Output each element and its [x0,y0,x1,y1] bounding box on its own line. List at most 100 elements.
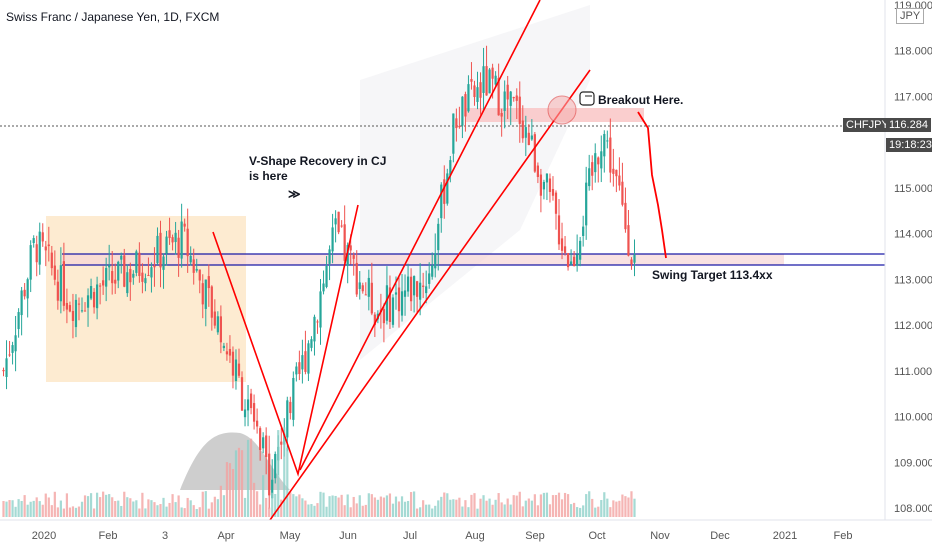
candle-body [506,84,509,100]
volume-bar [597,506,600,517]
volume-bar [304,500,307,517]
volume-bar [527,498,530,517]
candle-body [17,312,20,330]
candle-body [280,441,283,445]
volume-bar [624,496,627,517]
candle-body [129,268,132,283]
volume-bar [551,495,555,517]
volume-bar [591,498,594,517]
volume-bar [216,499,219,517]
candle-body [524,127,527,138]
volume-bar [144,508,147,517]
candle-body [579,240,582,260]
candle-body [310,339,313,348]
currency-badge[interactable]: JPY [896,8,925,24]
volume-bar [379,496,382,517]
candle-body [252,403,256,422]
volume-bar [102,491,105,517]
candle-body [615,169,618,177]
candle-body [246,399,250,411]
volume-bar [603,492,606,517]
volume-bar [364,504,367,517]
v-shape-line [212,204,359,477]
volume-bar [319,491,322,517]
volume-bar [150,500,153,517]
volume-bar [162,497,165,517]
volume-bar [416,508,419,517]
volume-bar [633,498,636,517]
volume-bar [563,492,567,517]
candle-body [482,66,485,93]
candle-body [259,428,262,451]
volume-bar [485,500,488,517]
candle-body [249,393,253,409]
candle-body [132,273,135,278]
volume-bar [62,508,65,517]
candle-body [8,354,11,356]
volume-bar [612,500,615,517]
x-axis[interactable]: 2020 Feb 3 Apr May Jun Jul Aug Sep Oct Nov Dec 2021 F… [32,530,853,542]
y-tick-label: 113.000 [894,274,932,286]
volume-bar [268,507,271,517]
volume-bar [65,493,69,517]
volume-bar [322,492,325,517]
candle-body [437,223,440,251]
candle-body [467,84,470,112]
candle-body [162,256,165,270]
candle-body [35,244,38,263]
candle-body [189,255,192,263]
candle-body [458,126,461,128]
candle-body [56,281,59,301]
candle-body [527,132,530,146]
x-tick-label: 3 [162,530,168,542]
last-price-label: 116.284 [886,118,931,132]
volume-bar [588,491,591,517]
symbol-title[interactable]: Swiss Franc / Japanese Yen, 1D, FXCM [6,10,220,24]
volume-bar [92,508,96,517]
candle-body [416,281,419,297]
volume-bar [252,482,256,517]
volume-bar [452,499,455,517]
volume-bar [174,502,177,517]
double-chevron-icon: ≫ [288,187,301,201]
candle-body [536,165,539,177]
candle-body [382,309,386,324]
volume-bar [183,508,186,517]
volume-bar [491,504,494,517]
candle-body [603,133,606,157]
volume-bar [621,494,624,517]
candle-body [563,246,567,253]
volume-bar [210,502,213,517]
y-axis[interactable]: 119.000118.000117.000116.000115.000114.0… [894,0,932,515]
candle-body [301,355,304,370]
candle-body [243,409,247,418]
volume-bar [494,499,497,517]
candle-body [5,358,8,377]
candle-body [240,377,244,411]
volume-bar [458,497,461,517]
y-tick-label: 114.000 [894,229,932,241]
volume-bar [488,498,491,517]
candle-body [120,255,123,260]
candle-body [612,168,615,174]
candle-body [180,221,183,259]
candle-body [325,265,328,287]
candle-body [440,184,443,219]
volume-bar [99,497,102,517]
y-tick-label: 115.000 [894,183,932,195]
volume-bar [117,500,120,517]
volume-bar [126,497,129,517]
candle-body [334,218,337,225]
candle-body [198,269,201,281]
candle-body [86,295,90,308]
candle-body [159,232,162,268]
candle-body [491,67,494,79]
volume-bar [328,496,331,517]
volume-bar [373,497,376,517]
candle-body [165,236,168,254]
volume-bar [428,504,431,517]
y-tick-label: 117.000 [894,91,932,103]
candle-body [292,377,295,420]
